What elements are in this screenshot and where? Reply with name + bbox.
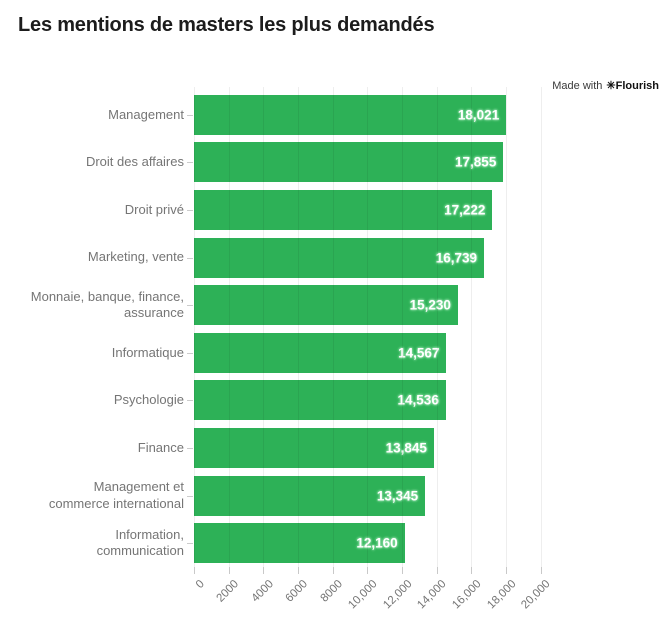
gridline [436, 87, 438, 567]
bar[interactable]: 13,845 [194, 428, 434, 468]
x-axis-tick [263, 567, 265, 574]
bar[interactable]: 13,345 [194, 475, 426, 516]
category-label: Marketing, vente [87, 249, 184, 265]
category-label: Psychologie [113, 392, 184, 408]
x-axis-tick [228, 567, 230, 574]
x-axis-tick-label: 8000 [318, 578, 346, 605]
x-axis-tick [505, 567, 507, 574]
bar-value-label: 13,345 [376, 488, 419, 504]
gridline [505, 87, 507, 567]
bar[interactable]: 15,230 [194, 285, 458, 326]
bar-value-label: 18,021 [457, 107, 500, 123]
category-label: Droit privé [124, 201, 184, 217]
bar-value-label: 14,567 [398, 345, 440, 361]
gridline [194, 87, 195, 567]
x-axis-tick [194, 567, 195, 574]
x-axis-tick [471, 567, 473, 574]
category-tick [187, 495, 193, 497]
category-label: Management et commerce international [48, 479, 184, 511]
category-label: Management [108, 106, 184, 122]
bar-value-label: 15,230 [409, 297, 451, 313]
bar[interactable]: 17,855 [194, 142, 504, 183]
x-axis-tick [540, 567, 542, 574]
category-tick [187, 352, 193, 354]
bar[interactable]: 14,567 [194, 332, 447, 373]
x-axis-tick-label: 14,000 [415, 578, 450, 612]
x-axis-tick-label: 0 [193, 578, 207, 592]
category-label: Finance [137, 439, 184, 455]
category-tick [187, 543, 193, 545]
x-axis-tick [401, 567, 403, 574]
flourish-logo-icon: ✳ [606, 80, 616, 92]
gridline [540, 87, 542, 567]
x-axis-tick-label: 12,000 [381, 578, 415, 612]
bar-value-label: 16,739 [435, 250, 477, 266]
bar[interactable]: 17,222 [194, 190, 493, 230]
bar[interactable]: 16,739 [194, 237, 484, 278]
category-tick [187, 448, 193, 449]
category-tick [187, 210, 193, 211]
bar-value-label: 12,160 [356, 535, 398, 551]
bar[interactable]: 14,536 [194, 380, 446, 421]
gridline [228, 87, 230, 567]
x-axis-tick [367, 567, 369, 574]
gridline [263, 87, 265, 567]
x-axis-tick [297, 567, 299, 574]
bar-value-label: 13,845 [385, 440, 427, 456]
category-tick [187, 114, 193, 116]
category-label: Information, communication [96, 526, 184, 559]
gridline [471, 87, 473, 567]
gridline [401, 87, 403, 567]
category-label: Droit des affaires [85, 154, 184, 170]
category-label: Monnaie, banque, finance, assurance [30, 288, 184, 321]
x-axis-tick-label: 2000 [214, 578, 242, 605]
x-axis-tick-label: 16,000 [450, 578, 484, 612]
gridline [297, 87, 299, 567]
gridline [367, 87, 369, 567]
bar-value-label: 17,855 [455, 154, 497, 170]
bar[interactable]: 12,160 [194, 523, 405, 564]
flourish-badge[interactable]: Made with ✳Flourish [552, 79, 659, 92]
flourish-brand: Flourish [615, 80, 659, 92]
x-axis-tick [332, 567, 334, 574]
x-axis-tick-label: 6000 [283, 578, 311, 605]
chart-title: Les mentions de masters les plus demandé… [18, 14, 435, 36]
category-tick [187, 400, 193, 402]
category-tick [187, 257, 193, 259]
x-axis-tick-label: 10,000 [346, 578, 380, 612]
x-axis-tick-label: 4000 [249, 578, 276, 605]
x-axis-tick [436, 567, 438, 574]
category-tick [187, 162, 193, 164]
bar-value-label: 17,222 [444, 202, 486, 218]
bar[interactable]: 18,021 [194, 94, 507, 135]
x-axis-tick-label: 18,000 [484, 578, 519, 612]
flourish-badge-madewith: Made with [552, 80, 603, 92]
bar-value-label: 14,536 [397, 392, 439, 408]
category-label: Informatique [111, 344, 184, 360]
gridline [332, 87, 334, 567]
category-tick [187, 305, 193, 307]
x-axis-tick-label: 20,000 [519, 578, 553, 612]
